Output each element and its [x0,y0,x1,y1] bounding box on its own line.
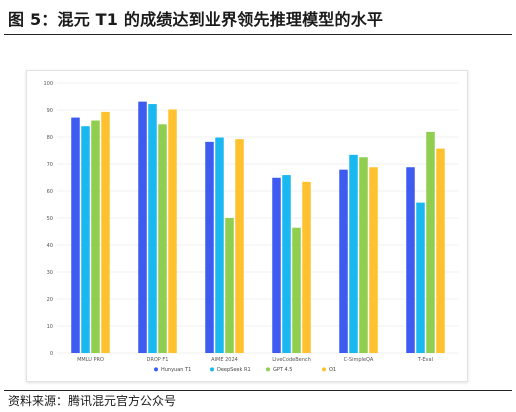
bar [205,141,214,353]
chart-panel: 0 10 20 30 40 50 60 70 80 90 100 MMLU PRO DROP F1 AIM… [26,70,468,382]
legend-label: DeepSeek R1 [217,367,251,373]
bar [406,167,415,353]
bar [416,202,425,353]
y-tick-label: 40 [47,243,53,249]
bar [225,218,234,353]
legend-label: O1 [329,367,336,373]
bar [426,131,435,353]
bar [158,124,167,353]
x-tick-label: DROP F1 [147,357,169,363]
bar [359,157,368,353]
y-tick-label: 50 [47,216,53,222]
y-tick-label: 20 [47,297,53,303]
legend-swatch [210,367,214,372]
y-tick-label: 70 [47,162,53,168]
bar [282,175,291,353]
bar [168,109,177,354]
y-tick-label: 80 [47,135,53,141]
y-tick-label: 0 [50,351,53,357]
legend-label: GPT 4.5 [273,367,293,373]
y-tick-label: 60 [47,189,53,195]
bar [81,126,90,353]
x-tick-label: AIME 2024 [211,357,238,363]
y-tick-label: 90 [47,108,53,114]
bar [272,177,281,353]
bar [292,227,301,353]
bar [138,101,147,353]
y-tick-label: 10 [47,324,53,330]
x-tick-label: C-SimpleQA [344,357,374,363]
legend-label: Hunyuan T1 [161,367,191,373]
x-tick-label: LiveCodeBench [272,357,311,363]
y-tick-label: 30 [47,270,53,276]
bar [101,111,110,353]
bar-chart: 0 10 20 30 40 50 60 70 80 90 100 MMLU PRO DROP F1 AIM… [43,81,459,373]
source-divider [4,390,512,391]
bar [349,154,358,353]
bar [302,181,311,353]
bar [235,139,244,353]
bar [369,167,378,353]
legend-swatch [266,367,270,372]
bar [91,120,100,353]
x-tick-label: T-Eval [417,357,433,363]
bar [339,169,348,353]
bar [71,117,80,353]
title-divider [4,34,512,35]
legend-swatch [322,367,326,372]
bar [436,148,445,353]
bar [148,104,157,353]
legend-swatch [154,367,158,372]
bar [215,137,224,353]
figure-title: 图 5：混元 T1 的成绩达到业界领先推理模型的水平 [8,10,384,29]
y-tick-label: 100 [43,81,53,87]
x-tick-label: MMLU PRO [77,357,104,363]
source-note: 资料来源：腾讯混元官方公众号 [8,394,177,408]
